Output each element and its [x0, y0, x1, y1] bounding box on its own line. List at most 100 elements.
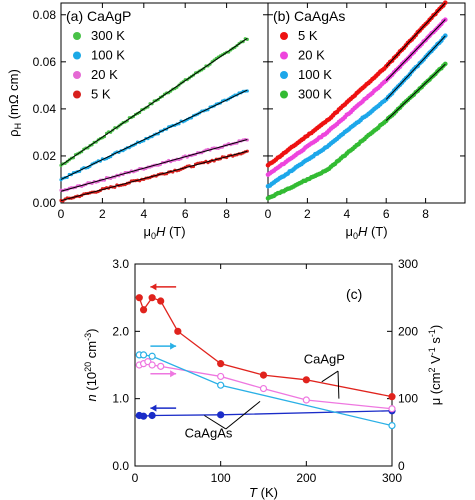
panel-c-xlabel: T (K): [249, 485, 278, 500]
panel-b-fit-line: [385, 35, 446, 100]
panel-c-point: [259, 384, 268, 393]
arrow-right-axis-caagas-head: [170, 342, 177, 350]
panel-c-point: [174, 327, 182, 335]
panel-a-xtick-label: 4: [140, 207, 147, 221]
panel-b-frame: [267, 2, 466, 204]
panel-c-ytick-left-label: 3.0: [112, 257, 129, 271]
panel-b-series-3: [265, 61, 448, 201]
panel-a-fit-line: [60, 150, 248, 202]
panel-a-ytick-label: 0.04: [33, 102, 57, 116]
panel-c-point: [302, 396, 310, 404]
panel-c-series-1: [135, 407, 396, 420]
panel-b-fit-line: [385, 2, 446, 67]
panel-b-xlabel: μ0H (T): [345, 224, 387, 241]
panel-c-point: [302, 376, 310, 384]
panel-b-xtick-label: 0: [265, 207, 272, 221]
panel-b-legend-marker: [280, 32, 288, 40]
panel-c-point: [148, 352, 156, 360]
panel-c-point: [139, 306, 148, 314]
panel-c-point: [217, 381, 225, 389]
panel-a-xtick-label: 2: [99, 207, 106, 221]
panel-a-point: [245, 149, 249, 153]
panel-c-point: [388, 422, 396, 430]
panel-c-ylabel-right: μ (cm2 V-1 s-1): [427, 325, 443, 406]
panel-b-series-2: [265, 33, 448, 189]
panel-c-point: [157, 297, 165, 305]
panel-a-label: (a) CaAgP: [66, 8, 131, 24]
panel-a-xlabel: μ0H (T): [143, 224, 185, 241]
panel-c-ytick-right-label: 200: [398, 324, 418, 338]
arrow-left-axis-cagp-head: [150, 283, 157, 291]
panel-a-legend-marker: [73, 90, 81, 99]
panel-a-ytick-label: 0.08: [33, 8, 57, 22]
panel-a-fit-line: [60, 37, 248, 166]
panel-b-xtick-label: 2: [304, 207, 311, 221]
panel-c-point: [388, 405, 396, 413]
panel-a-ytick-label: 0.06: [33, 55, 57, 69]
panel-c-frame: [134, 263, 393, 467]
panel-c-series-line: [139, 410, 393, 417]
panel-b-series-0: [265, 0, 448, 168]
arrow-right-axis-cagp-head: [170, 370, 177, 378]
annotation-caagas: CaAgAs: [185, 426, 233, 441]
panel-a-ytick-label: 0.00: [33, 196, 57, 210]
annotation-caagas-pointer-1: [204, 415, 227, 430]
panel-c-series-2: [135, 358, 396, 413]
panel-c-label: (c): [346, 286, 362, 302]
panel-b-legend-label: 100 K: [298, 67, 332, 82]
panel-b-legend-label: 300 K: [298, 87, 332, 102]
panel-a-xtick-label: 0: [58, 207, 65, 221]
panel-c-point: [157, 362, 165, 370]
panel-c-point: [217, 411, 225, 419]
panel-b-legend-label: 5 K: [298, 28, 318, 43]
panel-a-fit-line: [60, 138, 248, 192]
panel-a-ylabel: ρH (mΩ cm): [6, 69, 23, 137]
panel-c-point: [135, 294, 143, 302]
panel-b-legend-marker: [280, 90, 288, 99]
panel-b-fit-line: [385, 19, 446, 81]
panel-c-series-0: [135, 294, 396, 401]
panel-c-xtick-label: 0: [132, 471, 139, 485]
panel-c-point: [139, 412, 148, 420]
panel-c-point: [139, 351, 148, 359]
panel-c-series-line: [139, 360, 393, 410]
panel-c-point: [217, 372, 225, 381]
panel-b-legend-marker: [280, 51, 288, 60]
panel-b-legend-label: 20 K: [298, 48, 325, 63]
panel-b-xtick-label: 4: [343, 207, 350, 221]
panel-a-legend-label: 20 K: [91, 67, 118, 82]
panel-a-legend-label: 100 K: [91, 48, 125, 63]
arrow-left-axis-caagas-head: [150, 404, 157, 412]
panel-a-legend-marker: [73, 71, 81, 79]
panel-b-xtick-label: 8: [422, 207, 429, 221]
panel-a-legend-label: 300 K: [91, 28, 125, 43]
panel-c-point: [217, 360, 225, 368]
panel-b-legend-marker: [280, 71, 288, 79]
panel-c-series-3: [135, 351, 396, 430]
panel-b-fit-line: [385, 63, 446, 122]
panel-c-ytick-left-label: 2.0: [112, 324, 129, 338]
panel-a-ytick-label: 0.02: [33, 149, 57, 163]
panel-c-point: [148, 361, 156, 369]
panel-c-ylabel-left: n (1020 cm-3): [83, 329, 99, 402]
annotation-caagas-pointer-2: [225, 400, 261, 430]
panel-b-series-1: [265, 17, 448, 177]
panel-c-point: [148, 411, 156, 420]
panel-a-fit-line: [60, 89, 248, 180]
panel-a-legend-marker: [73, 32, 81, 40]
panel-c-ytick-right-label: 300: [398, 257, 418, 271]
annotation-cagp-pointer-1: [321, 370, 339, 383]
annotation-cagp-pointer-2: [337, 371, 340, 399]
annotation-cagp: CaAgP: [304, 352, 345, 367]
panel-c-ytick-left-label: 0.0: [112, 459, 129, 473]
panel-c-ytick-left-label: 1.0: [112, 392, 129, 406]
panel-c-xtick-label: 100: [211, 471, 231, 485]
panel-c-point: [148, 294, 156, 302]
panel-c-point: [259, 371, 268, 379]
panel-c-ytick-right-label: 100: [398, 392, 418, 406]
panel-c-xtick-label: 200: [296, 471, 316, 485]
panel-c-xtick-label: 300: [382, 471, 402, 485]
panel-a-xtick-label: 6: [182, 207, 189, 221]
panel-b-label: (b) CaAgAs: [273, 8, 345, 24]
